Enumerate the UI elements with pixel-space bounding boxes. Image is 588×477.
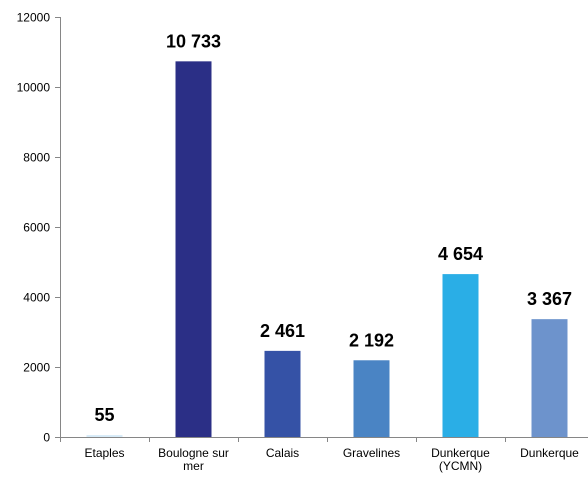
bar bbox=[442, 274, 479, 437]
bar bbox=[175, 61, 212, 437]
y-axis: 0 2000 4000 6000 8000 10000 12000 bbox=[17, 11, 61, 445]
bar bbox=[531, 319, 568, 437]
data-label: 2 192 bbox=[349, 330, 394, 350]
data-label: 10 733 bbox=[166, 31, 221, 51]
y-tick-label: 2000 bbox=[23, 361, 50, 375]
category-label: mer bbox=[183, 459, 204, 473]
y-tick-label: 0 bbox=[43, 431, 50, 445]
bars bbox=[86, 61, 568, 437]
data-label: 2 461 bbox=[260, 321, 305, 341]
y-tick-label: 6000 bbox=[23, 221, 50, 235]
y-tick-label: 12000 bbox=[17, 11, 51, 25]
x-axis bbox=[60, 437, 588, 442]
data-label: 55 bbox=[94, 405, 114, 425]
y-tick-label: 4000 bbox=[23, 291, 50, 305]
bar bbox=[86, 435, 123, 437]
category-label: (YCMN) bbox=[439, 459, 482, 473]
category-label: Gravelines bbox=[343, 446, 400, 460]
y-tick-label: 10000 bbox=[17, 81, 51, 95]
data-label: 3 367 bbox=[527, 289, 572, 309]
category-label: Calais bbox=[266, 446, 299, 460]
y-tick-label: 8000 bbox=[23, 151, 50, 165]
data-labels: 55 10 733 2 461 2 192 4 654 3 367 bbox=[94, 31, 572, 425]
bar bbox=[353, 360, 390, 437]
bar bbox=[264, 350, 301, 437]
category-label: Boulogne sur bbox=[158, 446, 229, 460]
data-label: 4 654 bbox=[438, 244, 483, 264]
category-label: Dunkerque bbox=[431, 446, 490, 460]
category-label: Etaples bbox=[84, 446, 124, 460]
category-label: Dunkerque bbox=[520, 446, 579, 460]
